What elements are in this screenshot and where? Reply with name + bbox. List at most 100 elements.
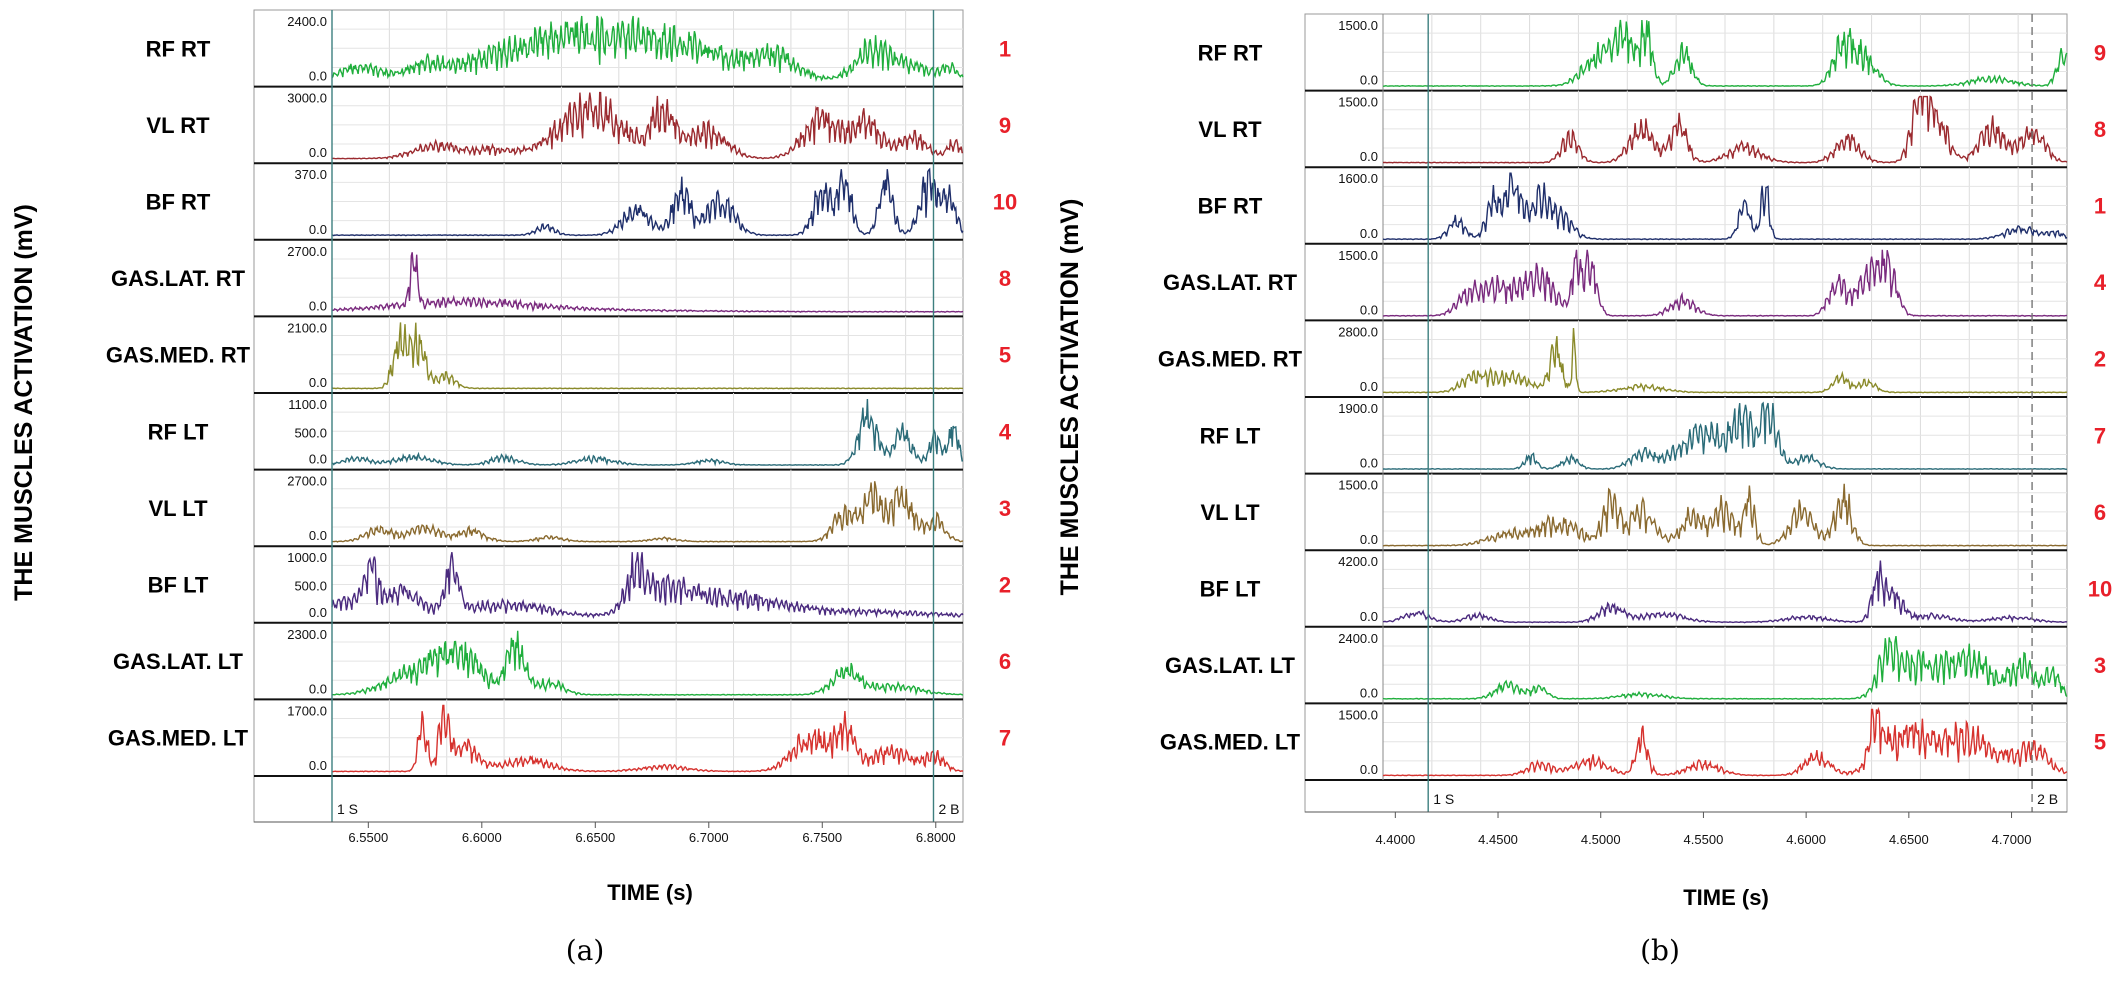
event-marker-label: 2 B	[938, 801, 959, 817]
muscle-rank: 6	[999, 649, 1011, 674]
scale-label: 3000.0	[287, 91, 327, 106]
muscle-rank: 9	[2094, 40, 2106, 65]
muscle-name: GAS.MED. RT	[1158, 347, 1303, 372]
scale-label: 0.0	[309, 69, 327, 84]
emg-row: VL LT 3 2700.0 0.0	[148, 469, 1011, 548]
emg-row: RF RT 1 2400.0 0.0	[146, 10, 1011, 88]
muscle-rank: 1	[999, 36, 1011, 61]
scale-label: 2100.0	[287, 320, 327, 335]
emg-row: VL LT 6 1500.0 0.0	[1200, 473, 2106, 552]
emg-row: RF LT 4 1100.0 500.0 0.0	[148, 393, 1012, 471]
muscle-rank: 3	[2094, 653, 2106, 678]
scale-label: 0.0	[1360, 456, 1378, 471]
x-tick-label: 6.6000	[462, 830, 502, 845]
emg-row: GAS.LAT. LT 6 2300.0 0.0	[113, 622, 1011, 701]
emg-trace	[331, 252, 964, 313]
scale-label: 1600.0	[1338, 171, 1378, 186]
emg-row: RF RT 9 1500.0 0.0	[1198, 14, 2106, 92]
scale-label: 0.0	[1360, 379, 1378, 394]
emg-row: VL RT 9 3000.0 0.0	[146, 86, 1011, 165]
x-tick-label: 4.7000	[1992, 832, 2032, 847]
scale-label: 1000.0	[287, 550, 327, 565]
muscle-rank: 7	[2094, 423, 2106, 448]
scale-label: 0.0	[309, 528, 327, 543]
scale-label: 2400.0	[287, 14, 327, 29]
muscle-name: VL RT	[146, 113, 210, 138]
emg-row: GAS.LAT. RT 8 2700.0 0.0	[111, 239, 1011, 318]
emg-row: GAS.MED. RT 5 2100.0 0.0	[106, 316, 1011, 394]
scale-label: 0.0	[1360, 532, 1378, 547]
scale-label: 0.0	[1360, 73, 1378, 88]
muscle-rank: 6	[2094, 500, 2106, 525]
scale-label: 0.0	[1360, 609, 1378, 624]
scale-label: 0.0	[1360, 685, 1378, 700]
muscle-rank: 10	[993, 190, 1017, 215]
muscle-name: GAS.MED. LT	[108, 726, 249, 751]
event-marker-label: 1 S	[337, 801, 358, 817]
scale-label: 1500.0	[1338, 248, 1378, 263]
muscle-name: RF LT	[1200, 423, 1261, 448]
chart-panel-a: THE MUSCLES ACTIVATION (mV) RF RT 1 2400.0 0…	[10, 9, 1017, 967]
muscle-name: VL LT	[148, 496, 208, 521]
emg-trace	[1382, 172, 2068, 241]
emg-trace	[1382, 327, 2068, 394]
scale-label: 1500.0	[1338, 478, 1378, 493]
scale-label: 0.0	[309, 758, 327, 773]
scale-label: 0.0	[309, 222, 327, 237]
x-tick-label: 6.8000	[916, 830, 956, 845]
x-tick-label: 4.4000	[1375, 832, 1415, 847]
scale-label: 370.0	[294, 167, 327, 182]
scale-label: 4200.0	[1338, 554, 1378, 569]
x-tick-label: 6.6500	[575, 830, 615, 845]
emg-row: GAS.MED. RT 2 2800.0 0.0	[1158, 320, 2106, 398]
x-tick-label: 4.5500	[1684, 832, 1724, 847]
muscle-name: RF RT	[1198, 40, 1263, 65]
muscle-name: BF RT	[1198, 194, 1263, 219]
x-tick-label: 6.7500	[802, 830, 842, 845]
muscle-name: GAS.LAT. LT	[113, 649, 244, 674]
muscle-rank: 5	[2094, 730, 2106, 755]
chart-panel-b: THE MUSCLES ACTIVATION (mV) RF RT 9 1500.0 0…	[1056, 13, 2112, 967]
scale-label: 1100.0	[288, 397, 327, 412]
scale-label: 1500.0	[1338, 707, 1378, 722]
emg-trace	[331, 704, 964, 773]
muscle-rank: 1	[2094, 194, 2106, 219]
x-tick-label: 6.7000	[689, 830, 729, 845]
scale-label: 2300.0	[287, 627, 327, 642]
scale-label: 1500.0	[1338, 95, 1378, 110]
emg-trace	[1382, 560, 2068, 624]
muscle-rank: 4	[999, 419, 1012, 444]
emg-trace	[332, 91, 963, 160]
emg-trace	[1383, 95, 2068, 164]
emg-trace	[1383, 401, 2068, 471]
scale-label: 0.0	[309, 452, 327, 467]
muscle-rank: 8	[999, 266, 1011, 291]
scale-label: 2700.0	[287, 244, 327, 259]
emg-row: GAS.MED. LT 7 1700.0 0.0	[108, 699, 1011, 777]
muscle-name: VL LT	[1200, 500, 1260, 525]
muscle-name: GAS.MED. LT	[1160, 730, 1301, 755]
x-tick-label: 4.4500	[1478, 832, 1518, 847]
emg-trace	[331, 630, 963, 697]
emg-trace	[1382, 635, 2068, 700]
scale-label: 2800.0	[1338, 324, 1378, 339]
emg-trace	[1382, 483, 2068, 547]
muscle-rank: 5	[999, 343, 1011, 368]
muscle-name: GAS.LAT. RT	[1163, 270, 1298, 295]
y-axis-title: THE MUSCLES ACTIVATION (mV)	[1056, 199, 1084, 596]
muscle-name: BF LT	[1200, 577, 1261, 602]
x-tick-label: 4.6500	[1889, 832, 1929, 847]
muscle-name: RF LT	[148, 419, 209, 444]
x-tick-label: 4.5000	[1581, 832, 1621, 847]
muscle-rank: 10	[2088, 577, 2112, 602]
scale-label: 500.0	[294, 425, 327, 440]
emg-trace	[331, 552, 964, 620]
scale-label: 1700.0	[287, 703, 327, 718]
emg-trace	[331, 322, 964, 390]
muscle-rank: 3	[999, 496, 1011, 521]
emg-trace	[331, 167, 964, 237]
emg-trace	[331, 398, 964, 467]
scale-label: 0.0	[309, 298, 327, 313]
scale-label: 0.0	[1360, 149, 1378, 164]
